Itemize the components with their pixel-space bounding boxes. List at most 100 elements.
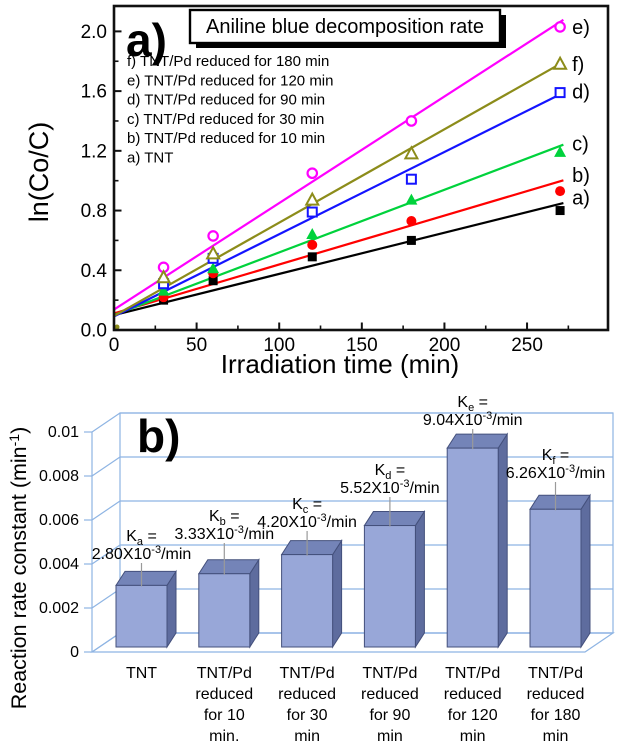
tspan: ) bbox=[7, 427, 31, 434]
category-label: TNT bbox=[126, 665, 157, 682]
fit-line-f bbox=[113, 61, 564, 317]
tspan: K bbox=[292, 496, 303, 513]
legend-line: b) TNT/Pd reduced for 10 min bbox=[127, 130, 325, 147]
category-label: reduced bbox=[527, 686, 585, 703]
point-c bbox=[306, 227, 319, 239]
category-label: for 30 bbox=[287, 707, 328, 724]
panel-b-labels: TNT TNT/Pd reduced for 10 min. TNT/Pd reduced f… bbox=[92, 394, 606, 745]
bar bbox=[198, 573, 251, 648]
bar-side bbox=[332, 538, 343, 649]
bar-side bbox=[249, 558, 260, 649]
k-value-c: 4.20X10-3/min bbox=[257, 512, 357, 531]
bar-top bbox=[529, 494, 591, 510]
bar-top bbox=[115, 570, 177, 586]
tspan: 4.20X10 bbox=[257, 514, 317, 531]
panel-a-legend: f) TNT/Pd reduced for 180 min e) TNT/Pd r… bbox=[127, 53, 333, 167]
tspan: Reaction rate constant (min bbox=[7, 446, 31, 709]
tspan: K bbox=[209, 508, 220, 525]
category-label: for 10 bbox=[204, 707, 245, 724]
y-tick-label: 0 bbox=[70, 644, 79, 661]
tspan: K bbox=[375, 462, 386, 479]
tspan: /min bbox=[244, 526, 274, 543]
bar bbox=[446, 447, 499, 648]
bar-top bbox=[197, 559, 260, 575]
point-b bbox=[555, 186, 566, 197]
y-tick-label: 0.002 bbox=[39, 600, 79, 617]
fit-line-d bbox=[113, 91, 564, 318]
tspan: K bbox=[126, 528, 137, 545]
x-tick-label: 250 bbox=[511, 335, 543, 356]
y-tick-label: 0.006 bbox=[39, 512, 79, 529]
x-tick-label: 100 bbox=[263, 335, 295, 356]
panel-a-title: Aniline blue decomposition rate bbox=[206, 16, 484, 38]
tspan: = bbox=[555, 447, 569, 464]
tspan: 9.04X10 bbox=[423, 412, 483, 429]
tspan: a bbox=[137, 536, 144, 548]
point-d bbox=[554, 87, 566, 99]
depth-gridline bbox=[91, 500, 121, 521]
panel-b-yaxis-title-text: Reaction rate constant (min-1) bbox=[6, 427, 31, 710]
tspan: = bbox=[308, 496, 322, 513]
panel-a-series: a)b)c)d)e)f) bbox=[113, 17, 590, 330]
bar bbox=[281, 554, 334, 648]
y-tick-label: 1.2 bbox=[81, 141, 107, 162]
bar bbox=[115, 584, 168, 648]
category-label: TNT/Pd bbox=[445, 665, 500, 682]
y-tick-label: 0.0 bbox=[81, 321, 107, 342]
point-b bbox=[307, 239, 318, 250]
panel-a-title-box bbox=[188, 8, 502, 45]
tspan: /min bbox=[409, 480, 439, 497]
point-c bbox=[554, 145, 567, 157]
fit-line-a bbox=[113, 201, 564, 317]
panel-b: 0 0.002 0.004 0.006 0.008 0.01 TNT TNT/Pd reduc… bbox=[6, 394, 615, 745]
floor bbox=[90, 632, 615, 653]
bar bbox=[529, 508, 582, 648]
bar-side bbox=[414, 509, 425, 649]
panel-b-label: b) bbox=[137, 410, 180, 462]
point-f bbox=[552, 55, 568, 70]
tspan: = bbox=[143, 528, 157, 545]
point-b bbox=[406, 216, 417, 227]
bar-side bbox=[580, 493, 591, 649]
depth-gridline bbox=[91, 544, 121, 565]
tspan: -3 bbox=[565, 463, 575, 475]
fit-line-c bbox=[113, 143, 564, 317]
panel-a-frame bbox=[112, 4, 610, 332]
series-label-d: d) bbox=[572, 82, 590, 104]
tspan: K bbox=[457, 394, 468, 411]
category-label: min bbox=[294, 728, 320, 745]
tspan: /min bbox=[575, 465, 605, 482]
point-f bbox=[155, 269, 172, 284]
legend-line: a) TNT bbox=[127, 150, 173, 167]
point-a bbox=[307, 252, 317, 262]
legend-line: f) TNT/Pd reduced for 180 min bbox=[127, 53, 329, 70]
category-label: reduced bbox=[278, 686, 336, 703]
tspan: 2.80X10 bbox=[92, 546, 152, 563]
k-value-f: 6.26X10-3/min bbox=[506, 463, 606, 482]
point-d bbox=[405, 173, 417, 185]
origin-point bbox=[114, 324, 120, 330]
x-tick-label: 0 bbox=[109, 335, 120, 356]
tspan: /min bbox=[492, 412, 522, 429]
tspan: -3 bbox=[151, 544, 161, 556]
panel-a-xaxis-title: Irradiation time (min) bbox=[221, 349, 459, 378]
tspan: -3 bbox=[482, 410, 492, 422]
tspan: 3.33X10 bbox=[174, 526, 234, 543]
panel-b-yaxis-title: Reaction rate constant (min-1) bbox=[6, 427, 31, 710]
tspan: -3 bbox=[234, 524, 244, 536]
tspan: /min bbox=[327, 514, 357, 531]
tspan: d bbox=[385, 470, 391, 482]
depth-gridline bbox=[91, 412, 121, 433]
k-value-b: 3.33X10-3/min bbox=[174, 524, 274, 543]
legend-line: c) TNT/Pd reduced for 30 min bbox=[127, 111, 324, 128]
k-value-e: 9.04X10-3/min bbox=[423, 410, 523, 429]
tspan: b bbox=[220, 516, 226, 528]
point-f bbox=[304, 191, 320, 206]
tspan: -1 bbox=[6, 434, 22, 447]
tspan: 5.52X10 bbox=[340, 480, 400, 497]
category-label: TNT/Pd bbox=[197, 665, 252, 682]
bar-top bbox=[280, 540, 343, 556]
legend-line: d) TNT/Pd reduced for 90 min bbox=[127, 92, 325, 109]
k-value-d: 5.52X10-3/min bbox=[340, 478, 440, 497]
